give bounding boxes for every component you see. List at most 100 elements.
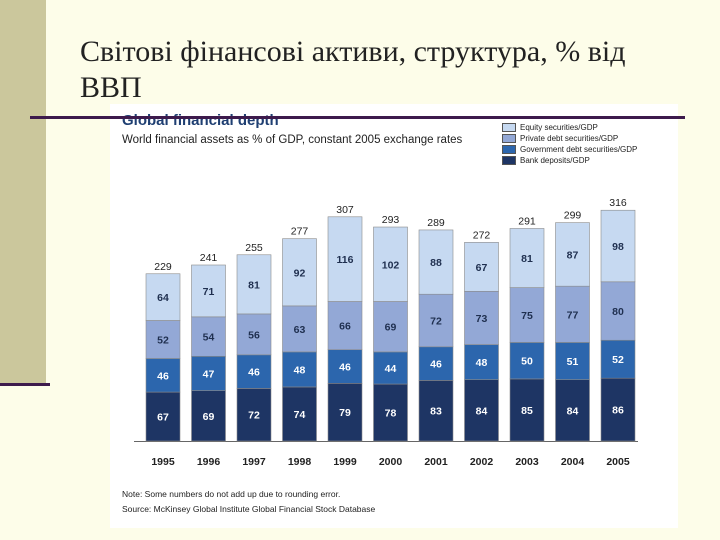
bar-segment-bank-1997 — [236, 388, 272, 442]
bar-segment-bank-2002 — [464, 379, 499, 442]
x-tick-label-2004: 2004 — [561, 456, 585, 468]
left-decor-line — [0, 383, 50, 386]
data-label-bank-1996: 69 — [203, 411, 215, 423]
legend-item-equity: Equity securities/GDP — [502, 122, 637, 133]
bar-segment-bank-1999 — [327, 383, 363, 442]
stacked-bar-chart: 67 46 52 64 229 1995 69 47 54 71 241 1996 72 46 56 81 25… — [134, 197, 638, 468]
legend-swatch-government — [502, 145, 516, 154]
total-label-1996: 241 — [200, 252, 218, 264]
data-label-priv-2000: 69 — [385, 322, 397, 334]
legend-item-bank: Bank deposits/GDP — [502, 155, 637, 166]
total-label-2003: 291 — [518, 215, 536, 227]
chart-source: Source: McKinsey Global Institute Global… — [122, 504, 376, 514]
data-label-equity-2000: 102 — [382, 259, 400, 271]
legend-label-government: Government debt securities/GDP — [520, 145, 638, 154]
bar-segment-priv-1995 — [145, 320, 181, 359]
bar-segment-priv-1999 — [327, 301, 363, 351]
legend-item-government: Government debt securities/GDP — [502, 144, 637, 155]
bar-segment-gov-2001 — [418, 346, 454, 381]
bar-segment-gov-2005 — [600, 339, 636, 379]
bar-segment-gov-2004 — [555, 342, 590, 380]
bar-segment-equity-2004 — [555, 222, 590, 287]
data-label-priv-2002: 73 — [476, 313, 488, 325]
data-label-priv-1995: 52 — [157, 334, 169, 346]
bar-segment-bank-2005 — [600, 377, 636, 442]
bar-segment-bank-2004 — [555, 379, 590, 442]
data-label-priv-1997: 56 — [248, 329, 260, 341]
data-label-gov-2002: 48 — [476, 357, 488, 369]
bar-segment-equity-1995 — [145, 273, 181, 321]
data-label-priv-1999: 66 — [339, 321, 351, 333]
data-label-bank-2001: 83 — [430, 406, 442, 418]
slide-title: Світові фінансові активи, структура, % в… — [80, 35, 626, 104]
data-label-bank-2000: 78 — [385, 408, 397, 420]
data-label-priv-1996: 54 — [203, 332, 215, 344]
data-label-bank-1998: 74 — [294, 409, 306, 421]
data-label-bank-1995: 67 — [157, 412, 169, 424]
bar-segment-priv-2001 — [418, 293, 454, 348]
data-label-priv-2005: 80 — [612, 306, 624, 318]
x-tick-label-1995: 1995 — [151, 456, 175, 468]
bar-segment-gov-1995 — [145, 358, 181, 393]
data-label-priv-1998: 63 — [294, 324, 306, 336]
bar-segment-bank-1995 — [145, 391, 181, 442]
x-tick-label-1999: 1999 — [333, 456, 357, 468]
bar-segment-priv-2003 — [509, 287, 545, 343]
bar-segment-equity-2002 — [464, 242, 499, 292]
legend-item-private: Private debt securities/GDP — [502, 133, 637, 144]
data-label-equity-2001: 88 — [430, 257, 442, 269]
bar-segment-equity-2000 — [373, 226, 408, 302]
bar-segment-priv-2000 — [373, 301, 408, 353]
data-label-gov-2000: 44 — [385, 363, 397, 375]
x-tick-label-1998: 1998 — [288, 456, 312, 468]
bar-segment-bank-2001 — [418, 380, 454, 442]
bar-segment-equity-2001 — [418, 229, 454, 295]
bar-segment-equity-1999 — [327, 216, 363, 302]
legend-label-private: Private debt securities/GDP — [520, 134, 619, 143]
bar-segment-gov-2000 — [373, 351, 408, 385]
left-decor-bar — [0, 0, 46, 383]
bar-segment-gov-2003 — [509, 342, 545, 380]
data-label-bank-1999: 79 — [339, 407, 351, 419]
data-label-gov-1996: 47 — [203, 368, 215, 380]
data-label-gov-1997: 46 — [248, 367, 260, 379]
bar-segment-equity-1998 — [282, 238, 317, 307]
data-label-equity-2003: 81 — [521, 253, 533, 265]
bar-segment-priv-2005 — [600, 281, 636, 341]
x-tick-label-1996: 1996 — [197, 456, 221, 468]
bar-segment-priv-2004 — [555, 285, 590, 343]
data-label-equity-2002: 67 — [476, 262, 488, 274]
legend-swatch-bank — [502, 156, 516, 165]
total-label-1995: 229 — [154, 261, 172, 273]
data-label-priv-2003: 75 — [521, 310, 533, 322]
data-label-equity-1996: 71 — [203, 286, 215, 298]
data-label-bank-2004: 84 — [567, 405, 579, 417]
bar-segment-equity-1996 — [191, 264, 226, 318]
total-label-2005: 316 — [609, 197, 627, 209]
bar-segment-equity-2003 — [509, 228, 545, 288]
bar-segment-priv-1997 — [236, 313, 272, 356]
data-label-bank-2005: 86 — [612, 405, 624, 417]
title-underline — [30, 116, 685, 119]
legend-swatch-equity — [502, 123, 516, 132]
data-label-gov-2003: 50 — [521, 356, 533, 368]
data-label-bank-2002: 84 — [476, 405, 488, 417]
chart-legend: Equity securities/GDP Private debt secur… — [502, 122, 637, 166]
bar-segment-gov-1999 — [327, 349, 363, 384]
data-label-gov-2001: 46 — [430, 359, 442, 371]
data-label-bank-1997: 72 — [248, 410, 260, 422]
x-tick-label-2000: 2000 — [379, 456, 403, 468]
bar-segment-bank-2003 — [509, 378, 545, 442]
chart-panel: Global financial depth World financial a… — [110, 104, 678, 528]
x-tick-label-2001: 2001 — [424, 456, 448, 468]
data-label-equity-2005: 98 — [612, 241, 624, 253]
total-label-1998: 277 — [291, 226, 309, 238]
legend-label-equity: Equity securities/GDP — [520, 123, 598, 132]
data-label-gov-2005: 52 — [612, 354, 624, 366]
data-label-gov-1998: 48 — [294, 364, 306, 376]
x-tick-label-1997: 1997 — [242, 456, 266, 468]
total-label-2002: 272 — [473, 229, 491, 241]
data-label-equity-1998: 92 — [294, 267, 306, 279]
x-tick-label-2005: 2005 — [606, 456, 630, 468]
data-label-gov-1999: 46 — [339, 362, 351, 374]
